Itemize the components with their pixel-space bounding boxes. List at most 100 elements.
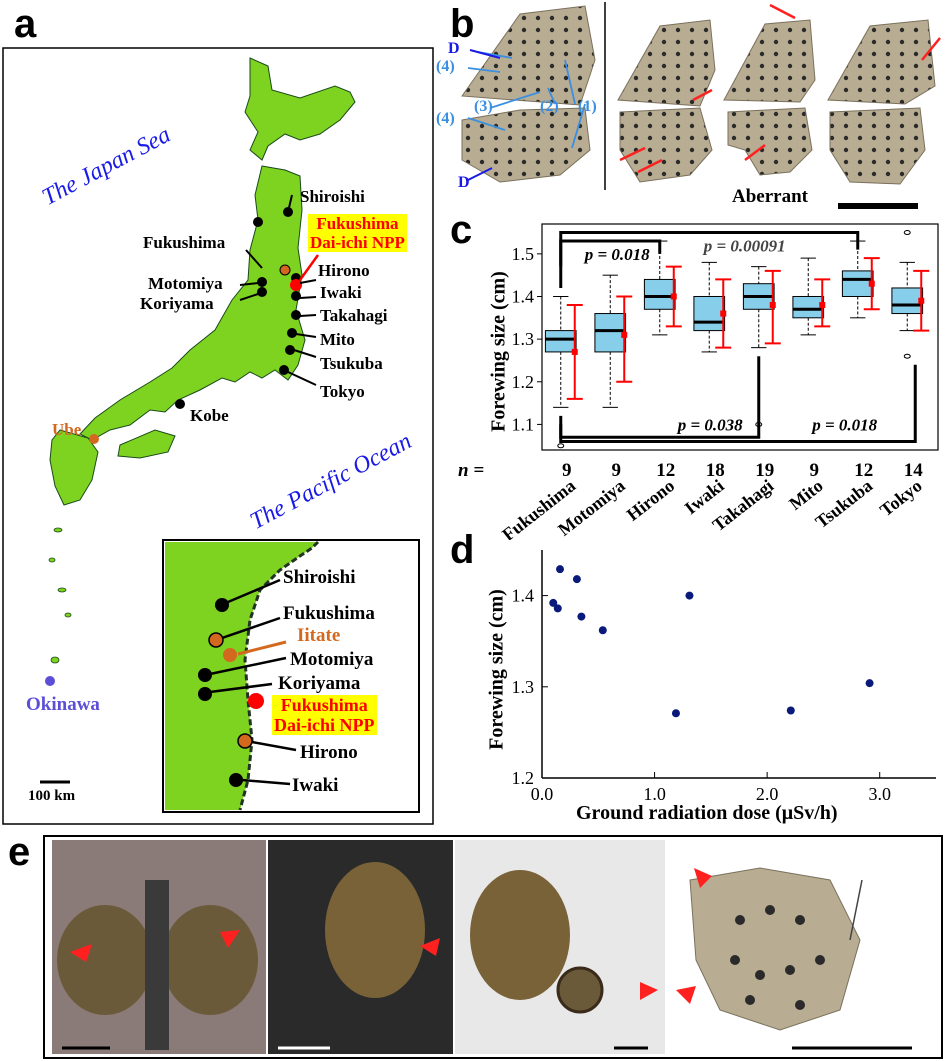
n-value: 9 [810, 460, 820, 481]
n-value: 12 [854, 460, 873, 481]
mean-point [769, 302, 776, 309]
city-label-takahagi: Takahagi [320, 306, 388, 325]
inset-hirono-dot [237, 733, 253, 749]
inset-npp-label-line2: Dai-ichi NPP [274, 715, 375, 735]
inset-label-shiroishi: Shiroishi [283, 567, 356, 588]
city-label-tsukuba: Tsukuba [320, 354, 383, 373]
y-tick-label: 1.4 [512, 286, 535, 306]
d-arrow-top [469, 49, 501, 59]
mean-point [918, 297, 925, 304]
wing-label-d-bottom: D [458, 174, 470, 191]
wing-aberrant-2 [723, 19, 816, 103]
inset-npp-label-line1: Fukushima [280, 695, 368, 715]
shikoku-landmass [117, 429, 176, 459]
wing-label-4-top: (4) [436, 58, 455, 75]
y-tick-label: 1.3 [512, 329, 535, 349]
y-tick-label: 1.5 [512, 244, 535, 264]
map-frame [2, 47, 434, 825]
mean-point [670, 293, 677, 300]
inset-npp-label: Fukushima Dai-ichi NPP [272, 695, 377, 735]
city-label-okinawa: Okinawa [26, 694, 100, 715]
wing-label-1: (1) [578, 98, 597, 115]
panel-label-e: e [8, 830, 31, 874]
wing-label-d-top: D [448, 40, 460, 57]
wing-forewing-normal [461, 5, 596, 106]
kyushu-landmass [49, 429, 99, 506]
panel-label-a: a [14, 2, 37, 46]
city-label-tokyo: Tokyo [320, 382, 365, 401]
scatter-point [598, 626, 607, 635]
panel-label-d: d [450, 528, 475, 572]
ube-dot [89, 434, 99, 444]
wing-aberrant-3 [827, 19, 936, 105]
wing-aberrant-4 [619, 107, 713, 183]
wing-region-arrows [467, 51, 586, 149]
npp-arrow [298, 254, 320, 281]
n-value: 12 [656, 460, 675, 481]
city-label-hirono: Hirono [318, 261, 370, 280]
pvalue-label: p = 0.018 [583, 245, 650, 264]
npp-label-line1: Fukushima [316, 214, 399, 233]
d-arrow-bottom [467, 167, 493, 181]
scatter-point [553, 604, 562, 613]
fukushima-half-dot [279, 264, 291, 276]
aberrant-label: Aberrant [732, 186, 808, 207]
scatter-point [572, 575, 581, 584]
city-label-fukushima: Fukushima [143, 233, 226, 252]
mean-point [819, 302, 826, 309]
city-label-mito: Mito [320, 330, 355, 349]
box [693, 295, 726, 332]
mean-point [571, 348, 578, 355]
city-arrows [239, 194, 317, 386]
pvalue-label: p = 0.038 [676, 415, 743, 434]
box [643, 278, 676, 310]
mean-point [621, 331, 628, 338]
n-value: 19 [755, 460, 774, 481]
inset-label-hirono: Hirono [300, 742, 358, 763]
inset-label-fukushima: Fukushima [283, 603, 375, 624]
inset-arrows [209, 578, 297, 786]
y-tick-label: 1.4 [512, 586, 535, 606]
inset-fukushima-dot [208, 632, 224, 648]
panel-label-c: c [450, 208, 473, 252]
inset-land [165, 542, 318, 810]
x-tick-label: 2.0 [756, 784, 779, 804]
panel-label-b: b [450, 2, 475, 46]
box [841, 270, 874, 297]
plot-frame [541, 223, 939, 451]
inset-label-motomiya: Motomiya [290, 649, 374, 670]
outlier [903, 230, 911, 236]
x-tick-label: 1.0 [643, 784, 666, 804]
city-label-ube: Ube [52, 420, 82, 439]
scatter-point [549, 598, 558, 607]
wing-label-4-bottom: (4) [436, 110, 455, 127]
okinawa-dot [45, 676, 55, 686]
npp-label-line2: Dai-ichi NPP [310, 233, 405, 252]
ryukyu-islands [48, 527, 72, 664]
scatter-xlabel: Ground radiation dose (μSv/h) [576, 802, 838, 824]
inset-dots [198, 598, 243, 787]
mean-point [868, 280, 875, 287]
photo-butterfly [689, 867, 861, 1031]
photo-arrowheads [70, 868, 712, 1004]
y-tick-label: 1.3 [512, 677, 535, 697]
scatter-point [865, 679, 874, 688]
hokkaido-landmass [244, 57, 356, 161]
sig-bracket [559, 231, 860, 267]
npp-label: Fukushima Dai-ichi NPP [308, 214, 407, 252]
y-tick-label: 1.2 [512, 768, 535, 788]
inset-coast [238, 540, 320, 811]
inset-npp-dot [248, 693, 264, 709]
boxplot-chart: 1.11.21.31.41.59Fukushima9Motomiya12Hiro… [458, 223, 939, 540]
inset-iitate-dot [223, 648, 237, 662]
outlier [557, 443, 565, 449]
pvalue-label: p = 0.00091 [702, 236, 786, 255]
inset-label-koriyama: Koriyama [278, 673, 361, 694]
outlier [903, 353, 911, 359]
scatter-point [786, 706, 795, 715]
y-tick-label: 1.2 [512, 372, 535, 392]
n-value: 14 [904, 460, 924, 481]
wing-label-2: (2) [540, 98, 559, 115]
